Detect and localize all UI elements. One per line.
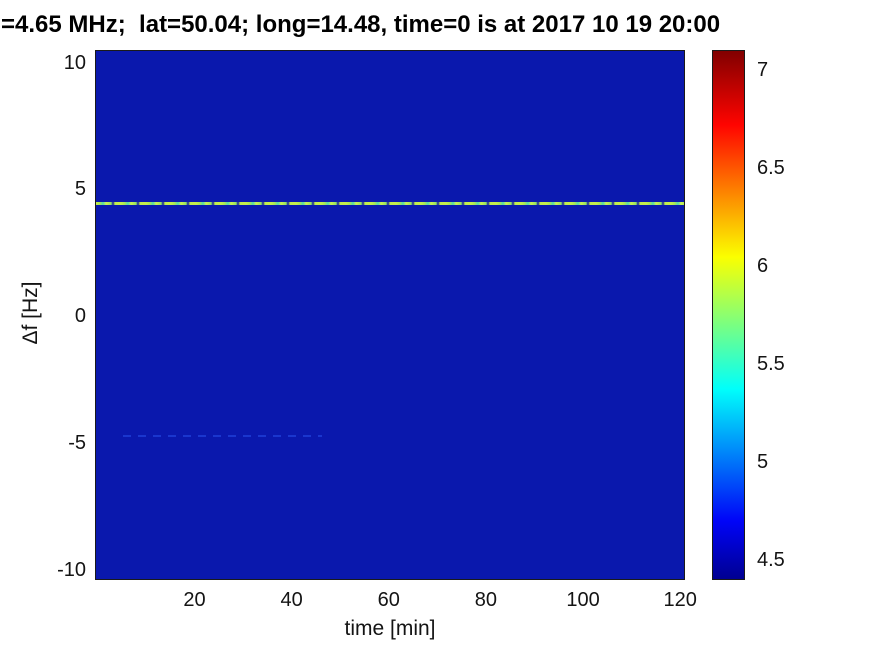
doppler-trace [122, 435, 322, 438]
y-tick-label: 5 [74, 178, 86, 201]
x-tick-label: 100 [566, 589, 600, 611]
x-tick-label: 20 [183, 589, 206, 611]
figure-title: =4.65 MHz; lat=50.04; long=14.48, time=0… [1, 11, 721, 38]
x-tick-label: 120 [663, 589, 697, 611]
x-tick-label: 40 [280, 589, 303, 611]
carrier-line [96, 202, 684, 206]
colorbar-tick-label: 6 [757, 254, 769, 277]
y-tick-label: 0 [74, 305, 86, 328]
x-tick-label: 60 [377, 589, 400, 611]
y-tick-label: -10 [57, 558, 86, 581]
y-tick-label: -5 [68, 432, 86, 455]
x-tick-label: 80 [474, 589, 498, 611]
plot-area [95, 50, 685, 580]
colorbar-tick-label: 5 [757, 451, 769, 474]
colorbar-tick-label: 7 [757, 58, 769, 81]
colorbar-gradient [712, 50, 745, 580]
y-tick-label: 10 [63, 51, 86, 74]
colorbar-tick-label: 5.5 [757, 353, 785, 376]
x-axis-label: time [min] [344, 617, 436, 640]
colorbar-tick-label: 4.5 [757, 549, 785, 572]
colorbar-tick-label: 6.5 [757, 156, 785, 179]
